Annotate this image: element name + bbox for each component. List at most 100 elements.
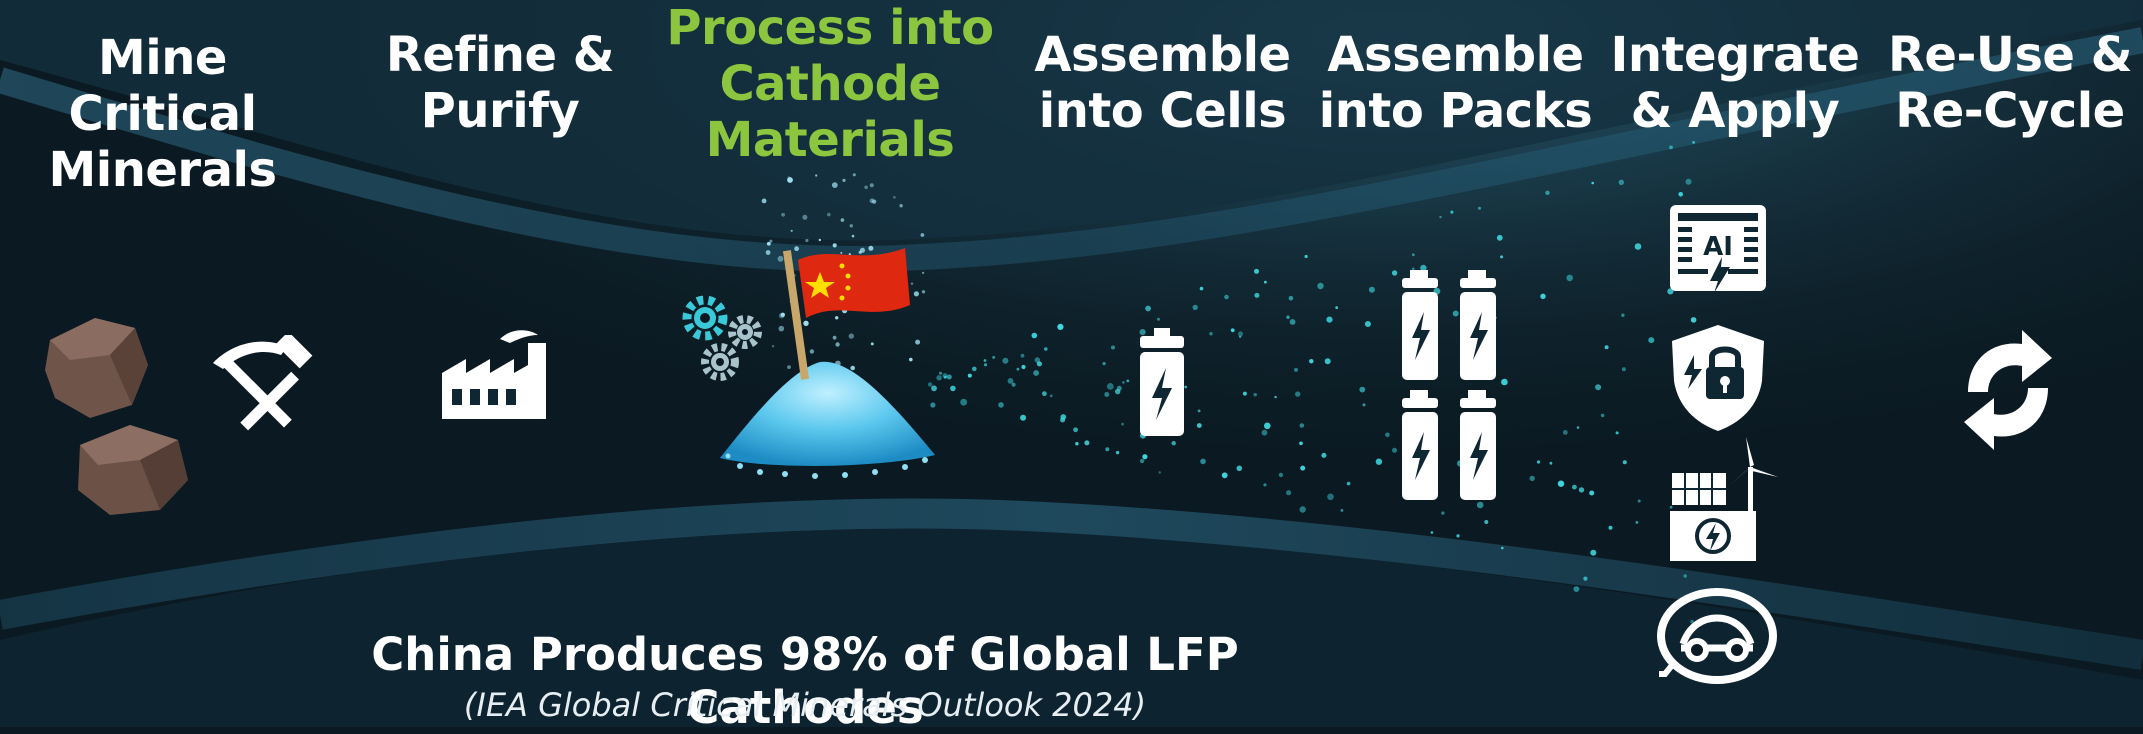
particle — [870, 198, 875, 203]
particle — [1537, 460, 1540, 463]
particle — [922, 272, 924, 274]
particle — [1363, 403, 1366, 406]
particle — [1577, 426, 1580, 429]
particle — [1115, 389, 1120, 394]
particle — [968, 374, 972, 378]
particle — [1262, 430, 1268, 436]
stage-label-integrate: Integrate & Apply — [1605, 27, 1865, 139]
particle — [1159, 471, 1161, 473]
particle — [1122, 381, 1125, 384]
particle — [1157, 318, 1160, 321]
ai-datacenter-icon: AI — [1668, 203, 1768, 293]
particle — [1254, 393, 1257, 396]
particle — [1621, 314, 1624, 317]
particle — [1286, 490, 1291, 495]
particle — [1558, 481, 1564, 487]
particle — [1635, 243, 1642, 250]
particle — [1300, 506, 1306, 512]
particle — [1017, 368, 1020, 371]
particle — [1497, 235, 1503, 241]
particle — [1309, 359, 1313, 363]
particle — [1224, 295, 1229, 300]
particle — [870, 183, 874, 187]
particle — [1589, 491, 1594, 496]
particle — [1274, 396, 1276, 398]
particle — [984, 363, 987, 366]
particle — [1317, 283, 1323, 289]
particle — [1692, 141, 1695, 144]
particle — [1341, 509, 1344, 512]
particle — [1020, 415, 1026, 421]
particle — [1300, 466, 1305, 471]
stage-label-packs: Assemble into Packs — [1318, 27, 1593, 139]
particle — [1295, 391, 1300, 396]
particle — [769, 240, 772, 243]
particle — [1601, 414, 1605, 418]
particle — [762, 199, 767, 204]
stage-label-mine: Mine Critical Minerals — [0, 30, 325, 198]
particle — [1595, 384, 1601, 390]
particle — [841, 218, 845, 222]
particle — [802, 215, 807, 220]
particle — [1107, 383, 1114, 390]
particle — [1622, 367, 1626, 371]
particle — [1002, 358, 1008, 364]
particle — [832, 182, 838, 188]
particle — [1441, 511, 1444, 514]
particle — [1254, 269, 1259, 274]
particle — [1198, 410, 1201, 413]
particle — [1286, 316, 1289, 319]
particle — [950, 386, 956, 392]
particle — [1305, 255, 1308, 258]
pickaxe-hammer-icon — [205, 335, 315, 435]
particle — [1142, 454, 1147, 459]
particle — [1574, 586, 1580, 592]
china-flag-icon — [780, 230, 920, 380]
particle — [1121, 423, 1124, 426]
particle — [1501, 547, 1504, 550]
particle — [1116, 451, 1119, 454]
particle — [1238, 331, 1243, 336]
particle — [1197, 423, 1202, 428]
particle — [1193, 305, 1198, 310]
particle — [1583, 577, 1587, 581]
particle — [899, 204, 902, 207]
particle — [893, 196, 896, 199]
particle — [1209, 332, 1212, 335]
recycle-arrows-icon — [1940, 330, 2076, 450]
particle — [1347, 482, 1351, 486]
particle — [1222, 472, 1228, 478]
solar-wind-storage-icon — [1668, 435, 1780, 563]
rock-ore-icon — [40, 310, 195, 520]
particle — [1200, 459, 1206, 465]
particle — [1294, 368, 1298, 372]
particle — [998, 402, 1004, 408]
particle — [1008, 378, 1014, 384]
particle — [1021, 365, 1025, 369]
particle — [1105, 447, 1109, 451]
particle — [1243, 392, 1247, 396]
particle — [1042, 391, 1047, 396]
particle — [1327, 494, 1334, 501]
particle — [1369, 287, 1375, 293]
particle — [1033, 370, 1039, 376]
particle — [766, 250, 771, 255]
stage-label-recycle: Re-Use & Re-Cycle — [1885, 27, 2135, 139]
particle — [1684, 574, 1687, 577]
particle — [850, 224, 853, 227]
particle — [1484, 520, 1488, 524]
particle — [1579, 487, 1584, 492]
particle — [1326, 317, 1332, 323]
particle — [864, 186, 868, 190]
particle — [815, 174, 817, 176]
particle — [1325, 358, 1331, 364]
particle — [1075, 442, 1078, 445]
particle — [1590, 550, 1596, 556]
particle — [1550, 462, 1553, 465]
particle — [1104, 392, 1109, 397]
particle — [1299, 442, 1303, 446]
particle — [1279, 473, 1283, 477]
particle — [1290, 319, 1296, 325]
particle — [1686, 179, 1692, 185]
particle — [1032, 333, 1038, 339]
